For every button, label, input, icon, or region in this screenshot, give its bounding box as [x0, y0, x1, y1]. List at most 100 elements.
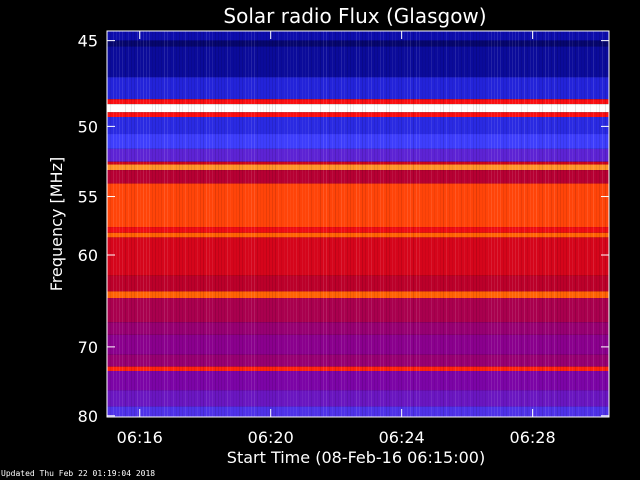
band-1 [107, 40, 609, 47]
band-22 [107, 354, 609, 367]
texture-stripe [422, 31, 423, 417]
texture-stripe [317, 31, 318, 417]
texture-stripe [530, 31, 531, 417]
texture-stripe [512, 31, 513, 417]
texture-stripe [254, 31, 255, 417]
texture-stripe [212, 31, 213, 417]
texture-stripe [587, 31, 588, 417]
texture-stripe [320, 31, 321, 417]
texture-stripe [596, 31, 597, 417]
texture-stripe [359, 31, 360, 417]
band-23 [107, 366, 609, 371]
texture-stripe [248, 31, 249, 417]
texture-stripe [533, 31, 534, 417]
texture-stripe [602, 31, 603, 417]
texture-stripe [419, 31, 420, 417]
texture-stripe [206, 31, 207, 417]
texture-stripe [347, 31, 348, 417]
texture-stripe [155, 31, 156, 417]
texture-stripe [398, 31, 399, 417]
y-tick-label: 70 [78, 338, 98, 357]
texture-stripe [242, 31, 243, 417]
texture-stripe [527, 31, 528, 417]
chart-title: Solar radio Flux (Glasgow) [223, 4, 486, 28]
texture-stripe [170, 31, 171, 417]
texture-stripe [152, 31, 153, 417]
texture-stripe [272, 31, 273, 417]
texture-stripe [491, 31, 492, 417]
band-15 [107, 232, 609, 238]
texture-stripe [482, 31, 483, 417]
texture-stripe [287, 31, 288, 417]
texture-stripe [392, 31, 393, 417]
band-11 [107, 164, 609, 171]
band-19 [107, 298, 609, 323]
texture-stripe [122, 31, 123, 417]
texture-stripe [560, 31, 561, 417]
texture-stripe [548, 31, 549, 417]
texture-stripe [434, 31, 435, 417]
texture-stripe [293, 31, 294, 417]
texture-stripe [188, 31, 189, 417]
texture-stripe [605, 31, 606, 417]
texture-stripe [266, 31, 267, 417]
texture-stripe [518, 31, 519, 417]
texture-stripe [479, 31, 480, 417]
texture-stripe [431, 31, 432, 417]
texture-stripe [551, 31, 552, 417]
x-axis-label: Start Time (08-Feb-16 06:15:00) [227, 448, 485, 467]
texture-stripe [269, 31, 270, 417]
texture-stripe [380, 31, 381, 417]
texture-stripe [173, 31, 174, 417]
texture-stripe [209, 31, 210, 417]
texture-stripe [476, 31, 477, 417]
texture-stripe [113, 31, 114, 417]
texture-stripe [290, 31, 291, 417]
texture-stripe [338, 31, 339, 417]
texture-stripe [569, 31, 570, 417]
texture-stripe [581, 31, 582, 417]
band-26 [107, 406, 609, 417]
texture-stripe [473, 31, 474, 417]
texture-stripe [218, 31, 219, 417]
texture-stripe [149, 31, 150, 417]
texture-stripe [410, 31, 411, 417]
texture-stripe [275, 31, 276, 417]
x-tick-label: 06:20 [248, 428, 294, 447]
texture-stripe [161, 31, 162, 417]
texture-stripe [515, 31, 516, 417]
texture-stripe [299, 31, 300, 417]
texture-stripe [281, 31, 282, 417]
texture-stripe [572, 31, 573, 417]
texture-stripe [485, 31, 486, 417]
texture-stripe [575, 31, 576, 417]
texture-stripe [428, 31, 429, 417]
texture-stripe [443, 31, 444, 417]
texture-stripe [563, 31, 564, 417]
texture-stripe [416, 31, 417, 417]
texture-stripe [194, 31, 195, 417]
texture-stripe [554, 31, 555, 417]
texture-stripe [452, 31, 453, 417]
texture-stripe [260, 31, 261, 417]
band-17 [107, 275, 609, 292]
texture-stripe [185, 31, 186, 417]
texture-stripe [203, 31, 204, 417]
texture-stripe [236, 31, 237, 417]
band-4 [107, 99, 609, 105]
band-13 [107, 183, 609, 228]
texture-stripe [125, 31, 126, 417]
texture-stripe [140, 31, 141, 417]
texture-stripe [356, 31, 357, 417]
texture-stripe [341, 31, 342, 417]
texture-stripe [536, 31, 537, 417]
texture-stripe [233, 31, 234, 417]
texture-stripe [326, 31, 327, 417]
texture-stripe [500, 31, 501, 417]
texture-stripe [263, 31, 264, 417]
texture-stripe [413, 31, 414, 417]
texture-stripe [278, 31, 279, 417]
texture-stripe [470, 31, 471, 417]
texture-stripe [464, 31, 465, 417]
